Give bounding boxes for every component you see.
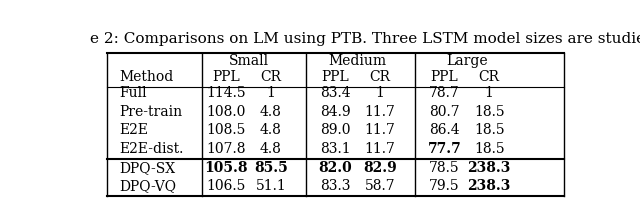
Text: 114.5: 114.5 (207, 87, 246, 100)
Text: 84.9: 84.9 (320, 105, 351, 119)
Text: 82.0: 82.0 (319, 161, 352, 175)
Text: E2E: E2E (120, 123, 148, 137)
Text: 80.7: 80.7 (429, 105, 460, 119)
Text: 51.1: 51.1 (255, 179, 286, 193)
Text: 11.7: 11.7 (365, 123, 396, 137)
Text: E2E-dist.: E2E-dist. (120, 142, 184, 156)
Text: DPQ-VQ: DPQ-VQ (120, 179, 177, 193)
Text: 18.5: 18.5 (474, 105, 504, 119)
Text: 83.3: 83.3 (320, 179, 351, 193)
Text: 1: 1 (376, 87, 385, 100)
Text: 108.0: 108.0 (207, 105, 246, 119)
Text: 83.1: 83.1 (320, 142, 351, 156)
Text: CR: CR (260, 70, 282, 84)
Text: 4.8: 4.8 (260, 105, 282, 119)
Text: 79.5: 79.5 (429, 179, 460, 193)
Text: DPQ-SX: DPQ-SX (120, 161, 176, 175)
Text: 18.5: 18.5 (474, 142, 504, 156)
Text: 58.7: 58.7 (365, 179, 396, 193)
Text: Pre-train: Pre-train (120, 105, 183, 119)
Text: 18.5: 18.5 (474, 123, 504, 137)
Text: e 2: Comparisons on LM using PTB. Three LSTM model sizes are studied.: e 2: Comparisons on LM using PTB. Three … (90, 32, 640, 46)
Text: 83.4: 83.4 (320, 87, 351, 100)
Text: 238.3: 238.3 (467, 161, 511, 175)
Text: 11.7: 11.7 (365, 142, 396, 156)
Text: PPL: PPL (431, 70, 458, 84)
Text: Medium: Medium (329, 54, 387, 68)
Text: 105.8: 105.8 (205, 161, 248, 175)
Text: Method: Method (120, 70, 174, 84)
Text: 106.5: 106.5 (207, 179, 246, 193)
Text: 85.5: 85.5 (254, 161, 288, 175)
Text: 108.5: 108.5 (207, 123, 246, 137)
Text: 238.3: 238.3 (467, 179, 511, 193)
Text: Small: Small (228, 54, 269, 68)
Text: PPL: PPL (321, 70, 349, 84)
Text: 1: 1 (484, 87, 493, 100)
Text: 1: 1 (266, 87, 275, 100)
Text: CR: CR (479, 70, 500, 84)
Text: 11.7: 11.7 (365, 105, 396, 119)
Text: 86.4: 86.4 (429, 123, 460, 137)
Text: 4.8: 4.8 (260, 123, 282, 137)
Text: 77.7: 77.7 (428, 142, 461, 156)
Text: 4.8: 4.8 (260, 142, 282, 156)
Text: 78.7: 78.7 (429, 87, 460, 100)
Text: PPL: PPL (212, 70, 240, 84)
Text: Full: Full (120, 87, 147, 100)
Text: 107.8: 107.8 (207, 142, 246, 156)
Text: 89.0: 89.0 (320, 123, 351, 137)
Text: 82.9: 82.9 (364, 161, 397, 175)
Text: 78.5: 78.5 (429, 161, 460, 175)
Text: Large: Large (446, 54, 488, 68)
Text: CR: CR (369, 70, 390, 84)
